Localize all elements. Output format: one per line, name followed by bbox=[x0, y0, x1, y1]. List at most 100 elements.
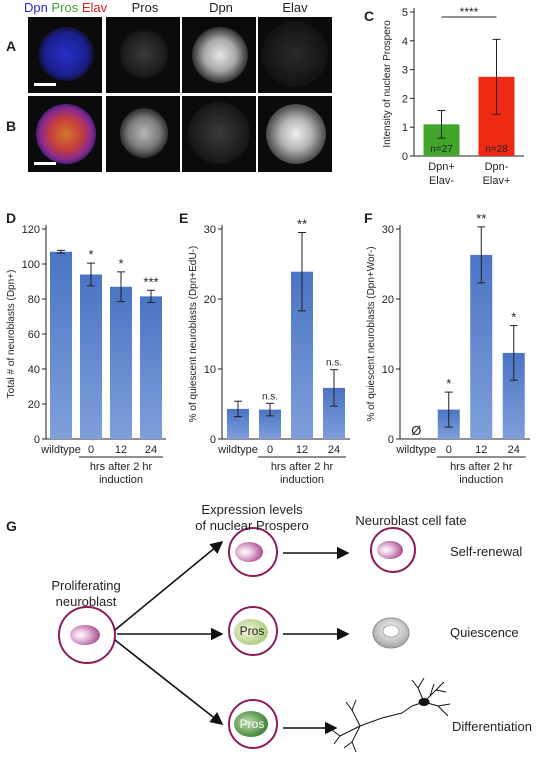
y-tick-label: 4 bbox=[402, 36, 408, 48]
x-tick-label: 12 bbox=[296, 444, 308, 456]
proliferating-label: Proliferating neuroblast bbox=[26, 578, 146, 610]
low-pros-cell bbox=[228, 606, 278, 656]
x-group-label: induction bbox=[280, 474, 324, 486]
significance-label: * bbox=[88, 247, 93, 262]
panel-letter-g: G bbox=[6, 518, 17, 534]
y-tick-label: 0 bbox=[210, 434, 216, 446]
y-tick-label: 20 bbox=[28, 399, 40, 411]
bar bbox=[140, 296, 162, 439]
y-tick-label: 0 bbox=[402, 151, 408, 163]
x-group-label: induction bbox=[99, 474, 143, 486]
bar bbox=[80, 274, 102, 439]
x-tick-label: Elav- bbox=[429, 175, 454, 187]
micrograph-a-merge bbox=[28, 17, 102, 93]
x-group-label: hrs after 2 hr bbox=[271, 461, 334, 473]
proliferating-label-line2: neuroblast bbox=[55, 594, 117, 609]
panel-letter-a: A bbox=[6, 38, 17, 54]
bar bbox=[110, 286, 132, 439]
quiescent-cell bbox=[372, 617, 410, 649]
fate-differentiation: Differentiation bbox=[452, 719, 532, 734]
y-tick-label: 3 bbox=[402, 65, 408, 77]
x-tick-label: 12 bbox=[115, 444, 127, 456]
x-tick-label: 24 bbox=[145, 444, 157, 456]
micrograph-a-pros bbox=[106, 17, 180, 93]
x-tick-label: Dpn+ bbox=[428, 161, 455, 173]
y-axis-label: Intensity of nuclear Prospero bbox=[382, 20, 393, 148]
self-renewal-cell bbox=[370, 527, 416, 573]
proliferating-neuroblast-cell bbox=[58, 606, 116, 664]
y-tick-label: 2 bbox=[402, 93, 408, 105]
significance-label: * bbox=[446, 376, 451, 391]
fate-diagram bbox=[58, 527, 451, 753]
y-tick-label: 20 bbox=[204, 294, 216, 306]
panel-letter-e: E bbox=[179, 210, 189, 226]
y-tick-label: 30 bbox=[204, 224, 216, 236]
right-column-header: Neuroblast cell fate bbox=[355, 513, 467, 528]
x-tick-label: 0 bbox=[88, 444, 94, 456]
significance-label: n.s. bbox=[326, 358, 342, 369]
pros-column-label: Pros bbox=[131, 0, 159, 15]
micrograph-b-elav bbox=[258, 96, 332, 172]
middle-column-header: Expression levels of nuclear Prospero bbox=[176, 502, 328, 534]
y-tick-label: 120 bbox=[22, 224, 40, 236]
proliferating-label-line1: Proliferating bbox=[51, 578, 121, 593]
bar bbox=[259, 409, 281, 439]
x-tick-label: 0 bbox=[267, 444, 273, 456]
y-tick-label: 0 bbox=[34, 434, 40, 446]
differentiated-neuron bbox=[331, 677, 451, 753]
bar bbox=[50, 251, 72, 439]
micrograph-a-elav bbox=[258, 17, 332, 93]
y-tick-label: 20 bbox=[382, 294, 394, 306]
chart-c: 0 1 2 3 4 5 Intensity of nuclear Prospero n=27 n… bbox=[382, 5, 524, 187]
x-tick-label: 12 bbox=[475, 444, 487, 456]
bar bbox=[470, 254, 493, 439]
pros-label-low: Pros bbox=[239, 624, 265, 638]
y-tick-label: 40 bbox=[28, 364, 40, 376]
pros-label-high: Pros bbox=[239, 717, 265, 731]
scale-bar bbox=[34, 162, 56, 165]
y-tick-label: 80 bbox=[28, 294, 40, 306]
middle-header-line1: Expression levels bbox=[201, 502, 303, 517]
y-axis-label: % of quiescent neuroblasts (Dpn+Wor-) bbox=[366, 246, 377, 421]
arrow-to-low bbox=[114, 639, 224, 725]
fate-self-renewal: Self-renewal bbox=[450, 544, 523, 559]
panel-letter-c: C bbox=[364, 8, 375, 24]
significance-label: **** bbox=[460, 5, 479, 19]
high-pros-cell bbox=[228, 699, 278, 749]
bar-n-label: n=27 bbox=[430, 144, 453, 155]
micrograph-b-dpn bbox=[182, 96, 256, 172]
x-group-label: induction bbox=[459, 474, 503, 486]
y-axis-label: % of quiescent neuroblasts (Dpn+EdU-) bbox=[188, 246, 199, 422]
micrograph-b-merge bbox=[28, 96, 102, 172]
chart-f: 0 10 20 30 % of quiescent neuroblasts (Dpn+W… bbox=[366, 211, 530, 486]
x-tick-label: 24 bbox=[508, 444, 520, 456]
y-tick-label: 10 bbox=[382, 364, 394, 376]
x-tick-label: 24 bbox=[328, 444, 340, 456]
x-tick-label: wildtype bbox=[395, 444, 436, 456]
x-tick-label: Elav+ bbox=[483, 175, 511, 187]
fate-quiescence: Quiescence bbox=[450, 625, 519, 640]
merge-channel-label: Dpn Pros Elav bbox=[24, 0, 107, 15]
zero-marker: Ø bbox=[411, 423, 421, 438]
bar-n-label: n=28 bbox=[485, 144, 508, 155]
micrograph-a-dpn bbox=[182, 17, 256, 93]
significance-label: ** bbox=[297, 217, 307, 232]
y-tick-label: 30 bbox=[382, 224, 394, 236]
significance-label: * bbox=[118, 256, 123, 271]
x-tick-label: wildtype bbox=[40, 444, 81, 456]
scale-bar bbox=[34, 83, 56, 86]
x-tick-label: Dpn- bbox=[485, 161, 509, 173]
merge-dpn-label: Dpn bbox=[24, 0, 48, 15]
significance-label: * bbox=[511, 310, 516, 325]
bar bbox=[227, 408, 249, 439]
panel-letter-f: F bbox=[364, 210, 373, 226]
dpn-column-label: Dpn bbox=[209, 0, 233, 15]
x-group-label: hrs after 2 hr bbox=[90, 461, 153, 473]
significance-label: *** bbox=[143, 274, 158, 289]
no-pros-cell bbox=[228, 527, 278, 577]
panel-letter-b: B bbox=[6, 118, 17, 134]
y-tick-label: 0 bbox=[388, 434, 394, 446]
x-tick-label: wildtype bbox=[217, 444, 258, 456]
panel-letter-d: D bbox=[6, 210, 17, 226]
